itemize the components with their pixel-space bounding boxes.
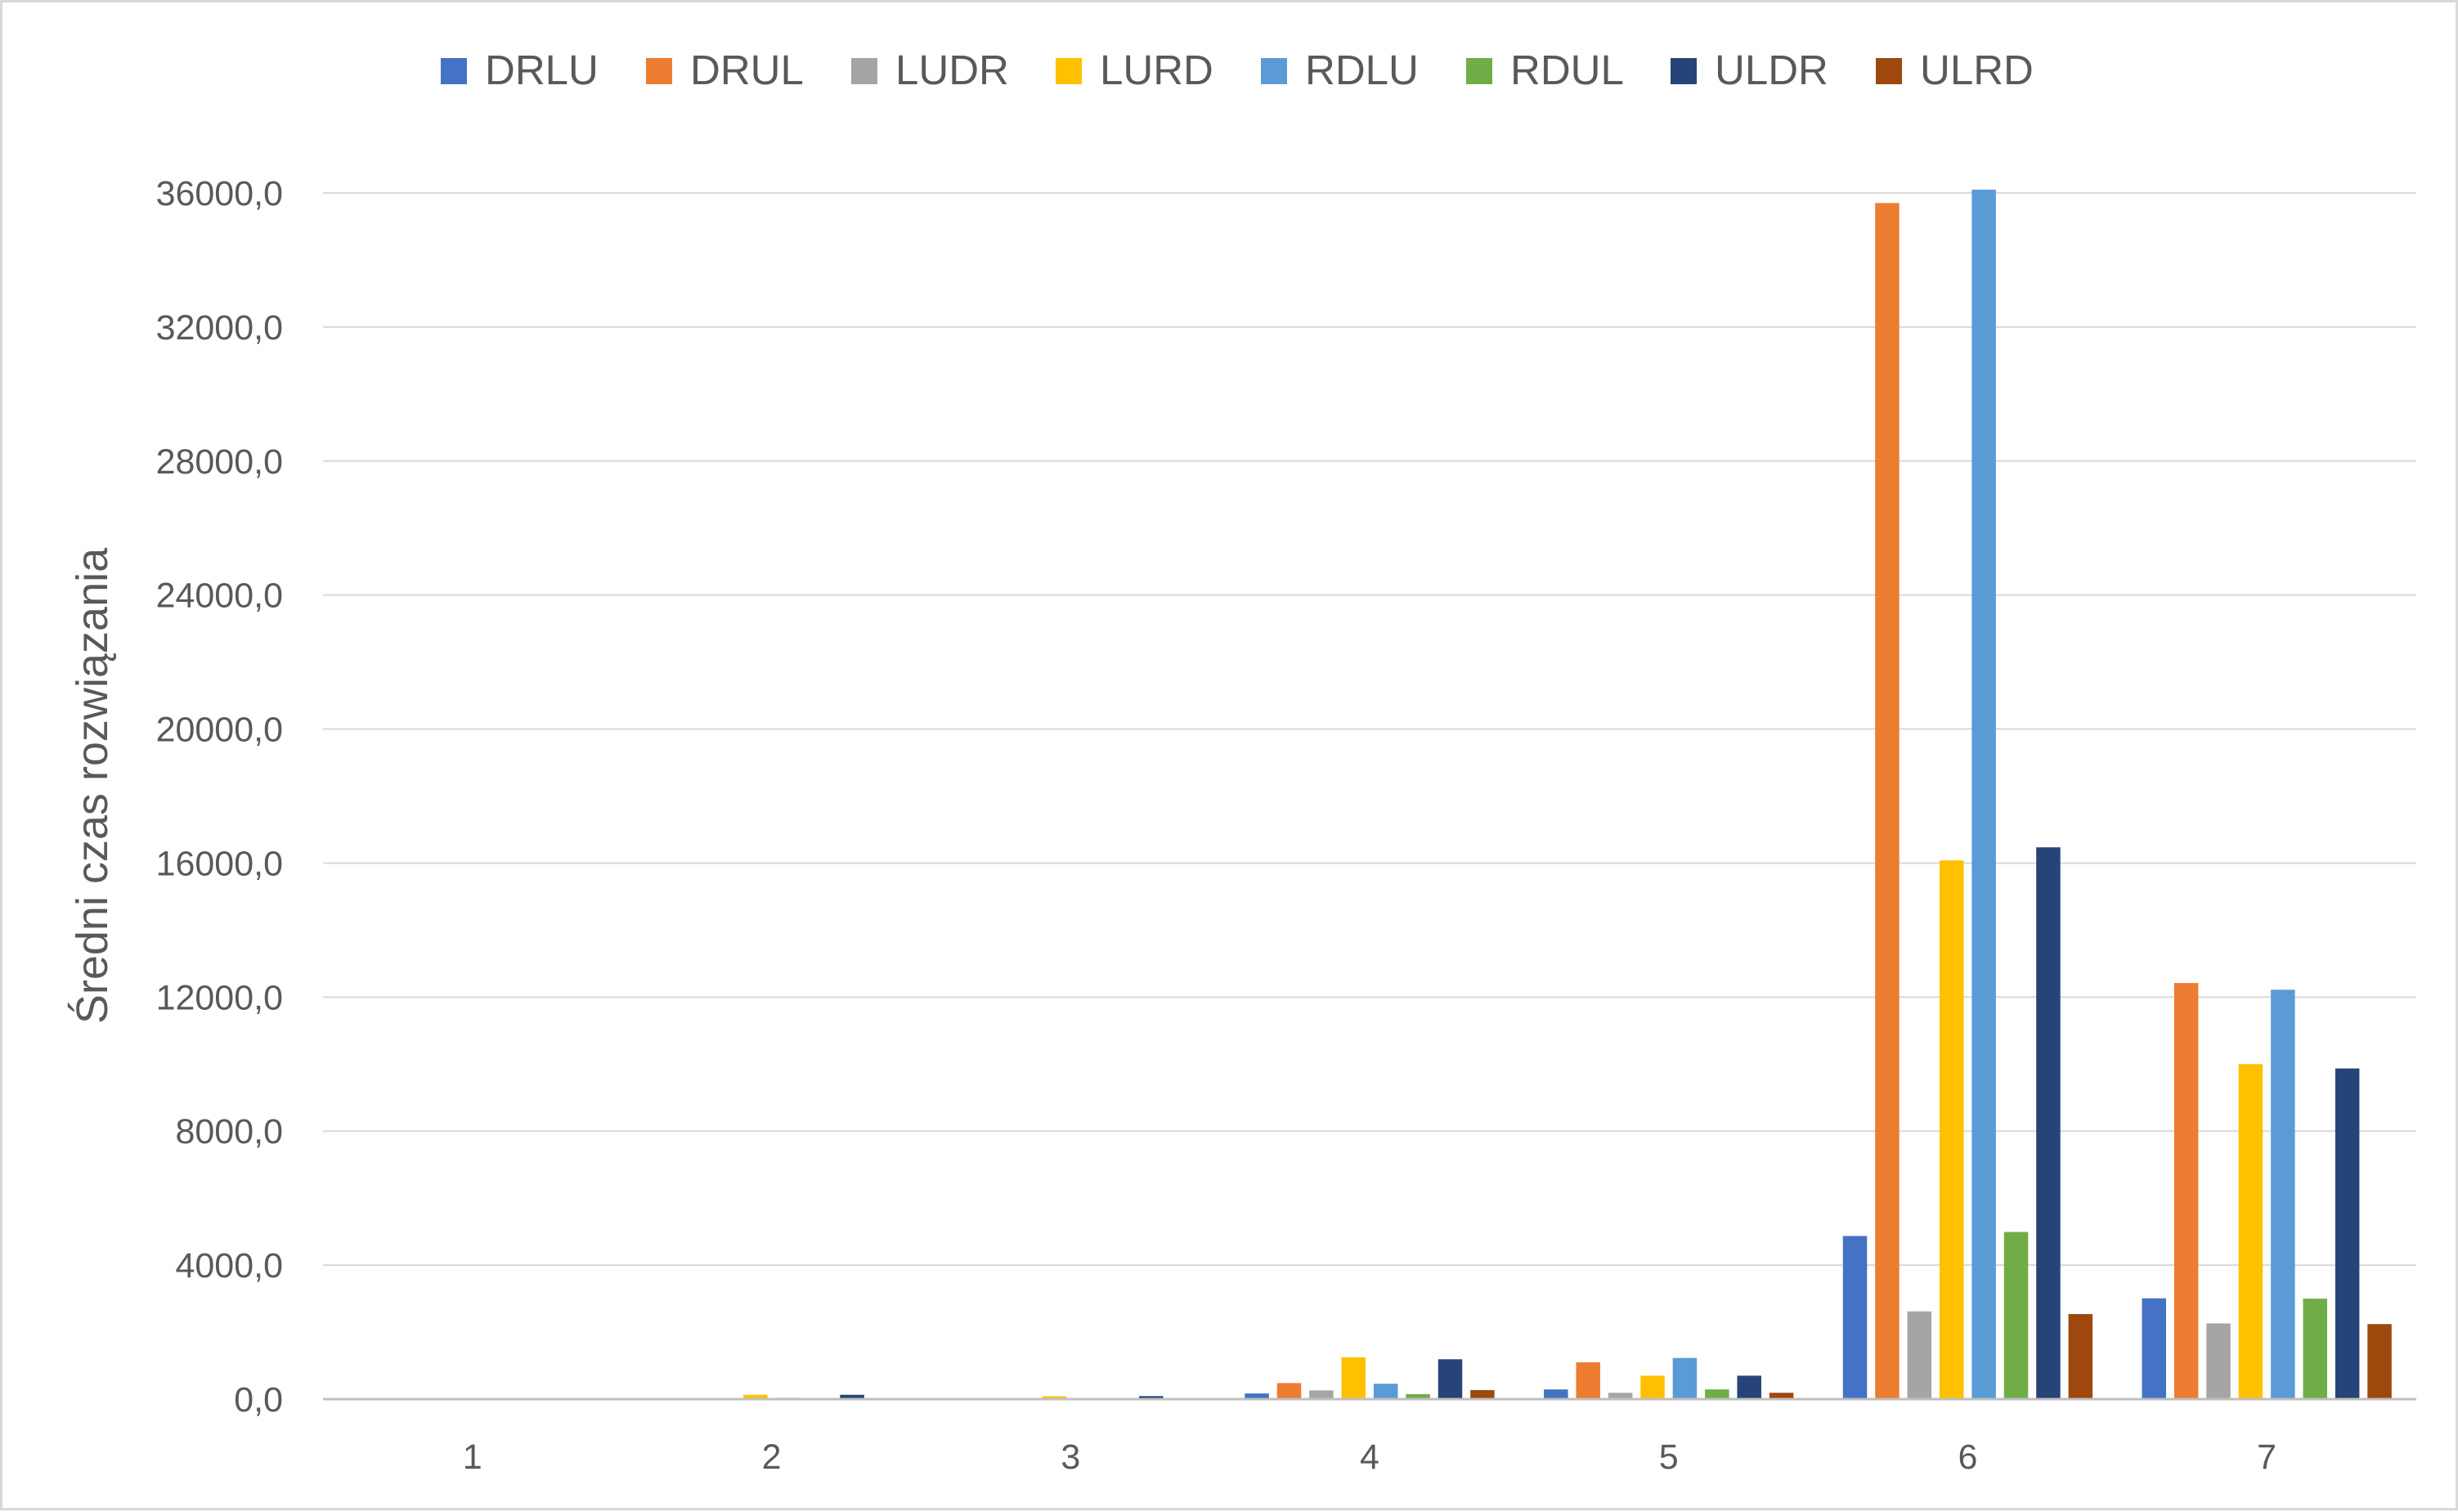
bar-drul-5 [1576,1362,1600,1399]
legend-swatch-ludr [851,58,877,84]
y-tick-label: 20000,0 [156,711,283,750]
bar-rdlu-4 [1374,1384,1398,1399]
y-axis-label: Średni czas rozwiązania [67,547,117,1024]
legend-swatch-rdlu [1261,58,1287,84]
bar-uldr-5 [1737,1375,1761,1399]
legend-swatch-ulrd [1876,58,1902,84]
bar-ludr-6 [1908,1312,1932,1399]
bar-drlu-6 [1843,1236,1868,1399]
legend-label-lurd: LURD [1100,47,1213,93]
legend-swatch-drul [646,58,672,84]
x-tick-label: 5 [1659,1438,1679,1477]
bar-ulrd-7 [2367,1324,2392,1399]
bar-rdul-5 [1705,1389,1729,1399]
x-tick-label: 6 [1958,1438,1977,1477]
legend-label-drlu: DRLU [485,47,599,93]
legend-swatch-uldr [1671,58,1697,84]
bar-rdlu-5 [1673,1358,1698,1399]
legend-swatch-drlu [441,58,467,84]
gridlines [323,193,2416,1265]
bar-rdul-6 [2004,1232,2029,1399]
bar-ludr-7 [2206,1323,2231,1399]
legend-label-drul: DRUL [690,47,804,93]
bar-lurd-7 [2239,1064,2263,1399]
legend-swatch-rdul [1466,58,1492,84]
bar-rdlu-6 [1971,190,1996,1399]
y-tick-label: 12000,0 [156,978,283,1017]
bar-ulrd-6 [2069,1314,2093,1399]
bar-uldr-6 [2036,847,2061,1399]
bar-ulrd-4 [1470,1390,1495,1399]
legend-label-rdul: RDUL [1510,47,1624,93]
legend-swatch-lurd [1056,58,1082,84]
y-tick-label: 28000,0 [156,442,283,482]
bar-lurd-4 [1342,1357,1366,1399]
bar-rdul-7 [2303,1299,2327,1399]
bar-drlu-7 [2142,1299,2166,1399]
bar-lurd-6 [1940,860,1964,1399]
legend-label-rdlu: RDLU [1305,47,1419,93]
x-tick-label: 2 [762,1438,782,1477]
y-tick-label: 36000,0 [156,174,283,213]
bar-uldr-4 [1438,1359,1463,1399]
y-tick-label: 8000,0 [175,1112,283,1151]
x-axis-ticks: 1 2 3 4 5 6 7 [463,1438,2276,1477]
bar-drul-4 [1277,1383,1302,1399]
bar-lurd-5 [1640,1375,1665,1399]
x-tick-label: 4 [1360,1438,1379,1477]
legend-label-uldr: ULDR [1715,47,1828,93]
bars [348,190,2392,1399]
x-tick-label: 7 [2257,1438,2276,1477]
y-tick-label: 32000,0 [156,308,283,348]
bar-uldr-7 [2335,1069,2360,1399]
legend: DRLU DRUL LUDR LURD RDLU RDUL ULDR ULRD [441,47,2034,93]
y-tick-label: 0,0 [234,1380,283,1420]
x-tick-label: 1 [463,1438,482,1477]
y-tick-label: 24000,0 [156,577,283,616]
bar-ludr-4 [1309,1390,1334,1399]
legend-label-ulrd: ULRD [1920,47,2034,93]
bar-rdlu-7 [2271,989,2295,1399]
y-axis-ticks: 0,0 4000,0 8000,0 12000,0 16000,0 20000,0 2400… [156,174,283,1420]
legend-label-ludr: LUDR [895,47,1009,93]
y-tick-label: 4000,0 [175,1246,283,1285]
x-tick-label: 3 [1061,1438,1080,1477]
y-tick-label: 16000,0 [156,844,283,883]
bar-drlu-5 [1544,1389,1568,1399]
bar-drul-7 [2174,983,2199,1399]
bar-drul-6 [1875,203,1900,1399]
